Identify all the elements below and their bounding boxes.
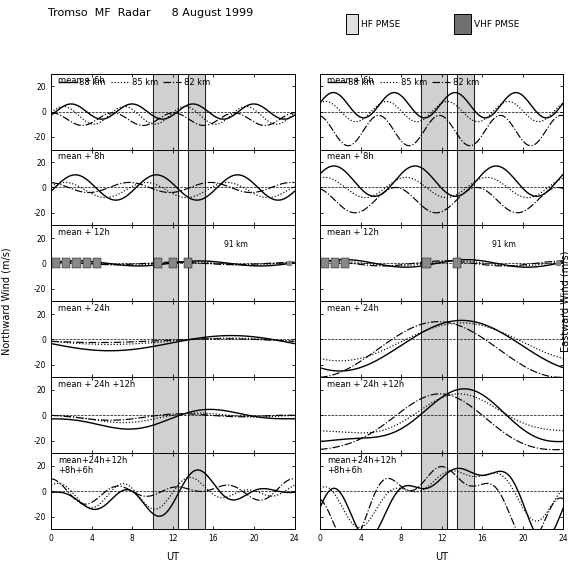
Text: Eastward Wind (m/s): Eastward Wind (m/s) [560,251,568,352]
Text: 91 km: 91 km [492,240,516,249]
Bar [62,258,70,268]
Bar [153,453,178,529]
Bar [153,302,178,378]
Text: VHF PMSE: VHF PMSE [474,20,520,29]
Bar [188,378,205,453]
Bar [153,74,178,149]
Text: 91 km: 91 km [224,240,248,249]
Bar [457,225,474,302]
Text: Northward Wind (m/s): Northward Wind (m/s) [2,247,12,355]
Bar [153,225,178,302]
Text: mean + 12h: mean + 12h [327,228,379,237]
Text: mean + 24h: mean + 24h [327,304,379,312]
Bar [82,258,91,268]
Bar [188,225,205,302]
Bar [421,302,447,378]
Bar [457,453,474,529]
Text: mean + 8h: mean + 8h [327,152,374,161]
Text: UT: UT [435,552,448,563]
Bar [457,378,474,453]
Bar [72,258,81,268]
Text: mean + 6h: mean + 6h [327,76,374,85]
Text: mean+24h+12h
+8h+6h: mean+24h+12h +8h+6h [327,456,396,475]
Text: mean + 24h: mean + 24h [59,304,110,312]
Bar [188,74,205,149]
Bar [52,258,60,268]
Bar [341,258,349,268]
Text: HF PMSE: HF PMSE [361,20,400,29]
Bar [457,149,474,225]
Bar [421,378,447,453]
Bar [421,74,447,149]
Bar [153,378,178,453]
Text: mean+24h+12h
+8h+6h: mean+24h+12h +8h+6h [59,456,128,475]
Text: mean + 24h +12h: mean + 24h +12h [59,380,136,389]
Bar [321,258,329,268]
Text: Tromso  MF  Radar      8 August 1999: Tromso MF Radar 8 August 1999 [48,8,253,19]
Bar [153,149,178,225]
Bar [188,149,205,225]
Legend: 88 km, 85 km, 82 km: 88 km, 85 km, 82 km [55,75,214,91]
Bar [331,258,339,268]
Bar [188,453,205,529]
Bar [169,258,177,268]
Text: mean + 24h +12h: mean + 24h +12h [327,380,404,389]
Text: mean + 8h: mean + 8h [59,152,105,161]
Bar [184,258,192,268]
Text: UT: UT [166,552,179,563]
Text: mean + 12h: mean + 12h [59,228,110,237]
Bar [421,453,447,529]
Bar [457,302,474,378]
Bar [153,258,162,268]
Bar [457,74,474,149]
Text: mean + 6h: mean + 6h [59,76,105,85]
Legend: 88 km, 85 km, 82 km: 88 km, 85 km, 82 km [324,75,482,91]
Bar [423,258,431,268]
Bar [93,258,101,268]
Bar [421,149,447,225]
Bar [188,302,205,378]
Bar [453,258,461,268]
Bar [421,225,447,302]
